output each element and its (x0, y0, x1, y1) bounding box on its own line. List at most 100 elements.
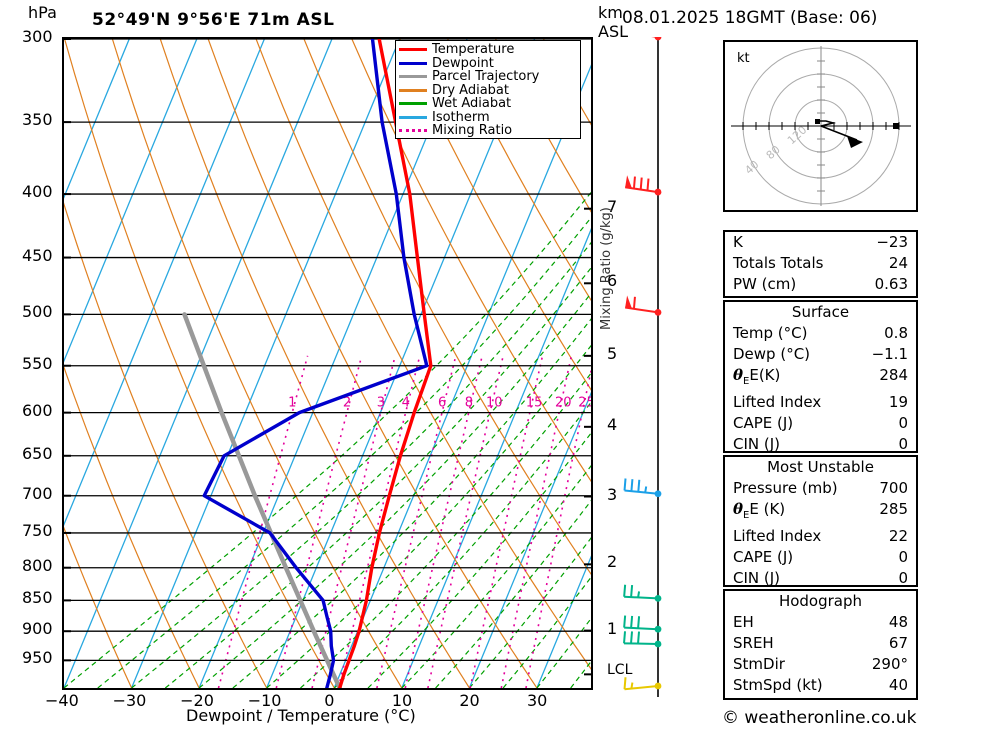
legend-label-2: Parcel Trajectory (432, 69, 540, 85)
index-value: 0.8 (884, 324, 908, 342)
lcl-label: LCL (607, 662, 633, 678)
pressure-unit-label: hPa (28, 3, 57, 22)
index-row-totals-totals: Totals Totals 24 (725, 253, 916, 274)
index-value: 700 (879, 479, 908, 497)
svg-text:1: 1 (288, 396, 296, 411)
svg-text:4: 4 (402, 396, 410, 411)
index-row-cin-j: CIN (J) 0 (725, 434, 916, 455)
svg-text:10: 10 (486, 396, 503, 411)
wind-barb-500 (625, 295, 662, 316)
surface-panel: Surface Temp (°C) 0.8 Dewp (°C) −1.1 θEE(K) 2… (723, 300, 918, 453)
index-label: Dewp (°C) (733, 345, 811, 363)
legend-item-parcel-trajectory: Parcel Trajectory (399, 70, 577, 84)
index-value: 0 (898, 569, 908, 587)
svg-text:120: 120 (785, 123, 809, 147)
index-row-k: K −23 (725, 232, 916, 253)
legend-box: Temperature Dewpoint Parcel Trajectory Dry … (395, 40, 581, 139)
index-row-eh: EH 48 (725, 612, 916, 633)
legend-label-4: Wet Adiabat (432, 96, 512, 112)
station-title: 52°49'N 9°56'E 71m ASL (92, 10, 335, 30)
index-row-stmspd-kt: StmSpd (kt) 40 (725, 675, 916, 696)
index-label: SREH (733, 634, 774, 652)
index-label: StmDir (733, 655, 785, 673)
legend-swatch-6 (399, 129, 427, 133)
index-value: 285 (879, 500, 908, 518)
index-row-e-k: θEE (K) 285 (725, 499, 916, 526)
wind-barb-1000 (623, 677, 662, 691)
temp-tick-0: 0 (324, 691, 335, 710)
index-value: 0 (898, 435, 908, 453)
hodograph-unit-label: kt (737, 51, 750, 66)
indices-panel-1: K −23 Totals Totals 24 PW (cm) 0.63 (723, 230, 918, 298)
index-row-cape-j: CAPE (J) 0 (725, 547, 916, 568)
pressure-tick-500: 500 (22, 302, 53, 322)
svg-text:3: 3 (377, 396, 385, 411)
legend-label-6: Mixing Ratio (432, 123, 513, 139)
skewt-plot[interactable]: 1 2 3 4 6 8 10 15 20 25 (62, 37, 593, 690)
height-unit-label-asl: ASL (598, 22, 629, 41)
index-label: CIN (J) (733, 569, 781, 587)
x-axis-title: Dewpoint / Temperature (°C) (186, 706, 416, 725)
index-row-e-k: θEE(K) 284 (725, 365, 916, 392)
temp-tick--10: −10 (247, 691, 282, 710)
km-tick-3: 3 (607, 484, 618, 504)
svg-text:2: 2 (343, 396, 351, 411)
index-row-stmdir: StmDir 290° (725, 654, 916, 675)
legend-swatch-1 (399, 61, 427, 65)
pressure-tick-400: 400 (22, 182, 53, 202)
pressure-tick-750: 750 (22, 520, 53, 540)
legend-label-5: Isotherm (432, 109, 490, 125)
svg-text:20: 20 (555, 396, 572, 411)
legend-item-mixing-ratio: Mixing Ratio (399, 124, 577, 138)
pressure-tick-650: 650 (22, 443, 53, 463)
hodograph-stats-title: Hodograph (778, 592, 863, 610)
legend-label-3: Dry Adiabat (432, 82, 509, 98)
pressure-tick-350: 350 (22, 110, 53, 130)
pressure-tick-800: 800 (22, 555, 53, 575)
legend-item-dewpoint: Dewpoint (399, 57, 577, 71)
legend-label-0: Temperature (432, 42, 515, 58)
km-tick-1: 1 (607, 618, 618, 638)
index-label: Totals Totals (733, 254, 824, 272)
index-value: 0 (898, 548, 908, 566)
index-row-dewp-c: Dewp (°C) −1.1 (725, 344, 916, 365)
index-label: CIN (J) (733, 435, 781, 453)
wind-barb-925 (623, 631, 662, 648)
svg-text:6: 6 (438, 396, 446, 411)
pressure-tick-850: 850 (22, 588, 53, 608)
hodograph-panel[interactable]: 40 80 120 kt (723, 40, 918, 212)
legend-item-dry-adiabat: Dry Adiabat (399, 84, 577, 98)
index-label: K (733, 233, 743, 251)
wind-barb-900 (623, 615, 662, 633)
index-row-cape-j: CAPE (J) 0 (725, 413, 916, 434)
legend-item-wet-adiabat: Wet Adiabat (399, 97, 577, 111)
legend-swatch-2 (399, 75, 427, 79)
km-tick-7: 7 (607, 196, 618, 216)
surface-panel-title: Surface (791, 303, 850, 321)
temp-tick-10: 10 (391, 691, 413, 710)
index-value: 0.63 (874, 275, 908, 293)
index-value: 22 (888, 527, 908, 545)
km-tick-6: 6 (607, 271, 618, 291)
index-label: Lifted Index (733, 393, 822, 411)
legend-item-temperature: Temperature (399, 43, 577, 57)
pressure-tick-900: 900 (22, 619, 53, 639)
index-row-lifted-index: Lifted Index 22 (725, 526, 916, 547)
pressure-tick-950: 950 (22, 648, 53, 668)
index-value: −23 (876, 233, 908, 251)
index-row-lifted-index: Lifted Index 19 (725, 392, 916, 413)
temp-tick--40: −40 (45, 691, 79, 710)
index-row-temp-c: Temp (°C) 0.8 (725, 323, 916, 344)
index-row-pw-cm: PW (cm) 0.63 (725, 274, 916, 295)
index-label: θEE(K) (733, 366, 781, 387)
wind-barb-850 (623, 584, 662, 602)
svg-text:25: 25 (578, 396, 591, 411)
km-tick-4: 4 (607, 414, 618, 434)
km-tick-2: 2 (607, 552, 618, 572)
index-label: Pressure (mb) (733, 479, 838, 497)
index-value: 290° (871, 655, 908, 673)
hodograph-stats-panel: Hodograph EH 48 SREH 67 StmDir 290° StmSpd (kt… (723, 589, 918, 700)
index-value: 48 (888, 613, 908, 631)
wind-barb-column (623, 37, 662, 697)
